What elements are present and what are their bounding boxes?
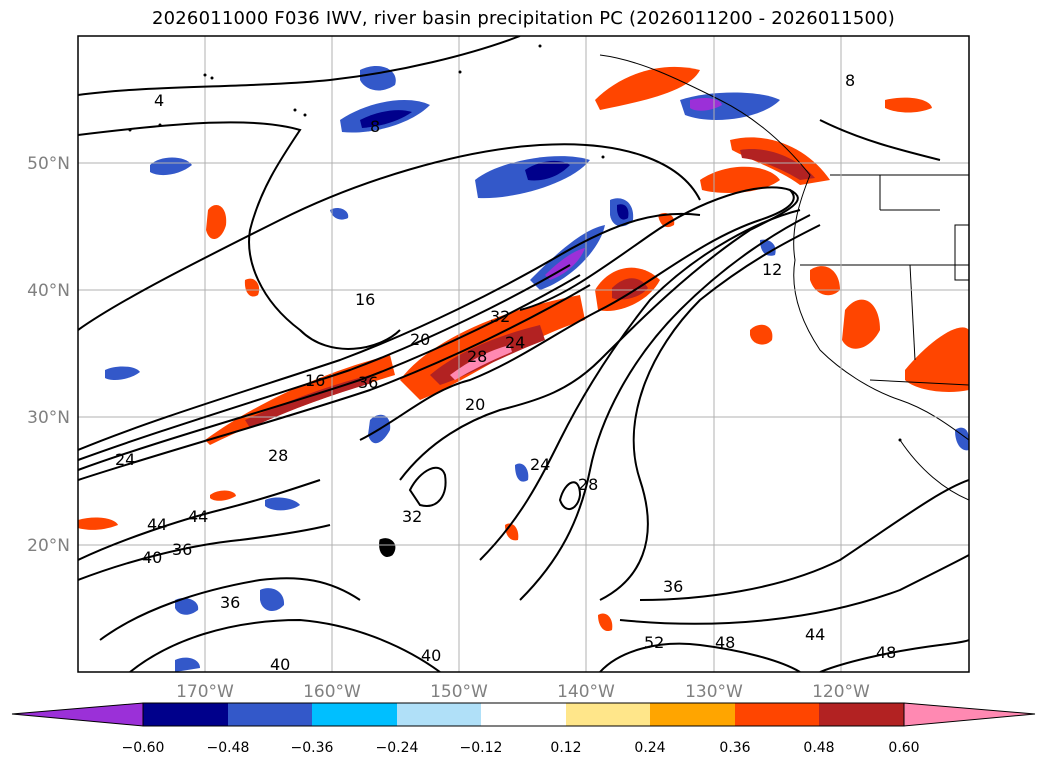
contour-label: 28 <box>268 446 288 465</box>
contour-label: 36 <box>172 540 192 559</box>
contour-label: 48 <box>876 643 896 662</box>
iwv-contours <box>78 36 969 672</box>
colorbar: −0.60 −0.48 −0.36 −0.24 −0.12 0.12 0.24 … <box>11 702 1036 756</box>
contour-label: 40 <box>270 655 290 674</box>
colorbar-tick-label: 0.24 <box>634 740 665 756</box>
lon-label-170w: 170°W <box>176 682 234 702</box>
colorbar-bin <box>650 703 735 726</box>
colorbar-tick-label: −0.24 <box>376 740 419 756</box>
lon-label-140w: 140°W <box>557 682 615 702</box>
map-frame <box>77 35 970 673</box>
contour-label: 44 <box>188 507 208 526</box>
colorbar-bin <box>819 703 904 726</box>
longitude-axis: 170°W 160°W 150°W 140°W 130°W 120°W <box>176 682 870 702</box>
lon-label-160w: 160°W <box>303 682 361 702</box>
contour-label: 16 <box>355 290 375 309</box>
colorbar-tick-label: −0.36 <box>291 740 334 756</box>
contour-label: 20 <box>410 330 430 349</box>
contour-label: 48 <box>715 633 735 652</box>
colorbar-tick-label: 0.48 <box>803 740 834 756</box>
contour-label: 40 <box>421 646 441 665</box>
colorbar-bin <box>228 703 312 726</box>
colorbar-tick-label: 0.12 <box>550 740 581 756</box>
colorbar-frame <box>142 702 905 727</box>
lat-label-40n: 40°N <box>27 281 70 301</box>
contour-label: 32 <box>402 507 422 526</box>
contour-label: 36 <box>663 577 683 596</box>
contour-label: 28 <box>467 347 487 366</box>
lon-label-120w: 120°W <box>812 682 870 702</box>
coastlines <box>379 54 969 557</box>
contour-label: 24 <box>505 333 525 352</box>
chart-title: 2026011000 F036 IWV, river basin precipi… <box>151 8 896 29</box>
contour-label: 52 <box>644 633 664 652</box>
contour-label: 20 <box>465 395 485 414</box>
graticule <box>78 36 969 672</box>
precip-positive-shading <box>78 66 969 632</box>
contour-label: 8 <box>370 117 380 136</box>
colorbar-tick-label: −0.48 <box>207 740 250 756</box>
contour-label: 36 <box>220 593 240 612</box>
lat-label-20n: 20°N <box>27 536 70 556</box>
colorbar-bin <box>566 703 650 726</box>
contour-label: 32 <box>490 307 510 326</box>
contour-label: 16 <box>305 371 325 390</box>
contour-label: 12 <box>762 260 782 279</box>
contour-label: 44 <box>805 625 825 644</box>
colorbar-bin <box>312 703 397 726</box>
colorbar-bin <box>397 703 481 726</box>
colorbar-bin <box>735 703 819 726</box>
colorbar-tick-label: 0.36 <box>719 740 750 756</box>
contour-label: 4 <box>154 91 164 110</box>
contour-label: 44 <box>147 515 167 534</box>
lat-label-30n: 30°N <box>27 408 70 428</box>
contour-label: 24 <box>115 450 135 469</box>
latitude-axis: 50°N 40°N 30°N 20°N <box>27 154 70 556</box>
colorbar-bin <box>143 703 228 726</box>
contour-label: 28 <box>578 475 598 494</box>
lon-label-150w: 150°W <box>430 682 488 702</box>
contour-label: 40 <box>142 548 162 567</box>
colorbar-bin <box>481 703 566 726</box>
colorbar-extend-high <box>903 702 1036 727</box>
contour-labels: 4 8 8 16 16 20 20 24 24 24 28 28 28 32 3… <box>115 71 896 674</box>
lat-label-50n: 50°N <box>27 154 70 174</box>
contour-label: 36 <box>358 373 378 392</box>
islands <box>128 44 902 442</box>
colorbar-tick-label: −0.60 <box>122 740 165 756</box>
colorbar-tick-label: −0.12 <box>460 740 503 756</box>
contour-label: 8 <box>845 71 855 90</box>
lon-label-130w: 130°W <box>685 682 743 702</box>
contour-label: 24 <box>530 455 550 474</box>
colorbar-tick-label: 0.60 <box>888 740 919 756</box>
colorbar-extend-low <box>11 702 144 727</box>
